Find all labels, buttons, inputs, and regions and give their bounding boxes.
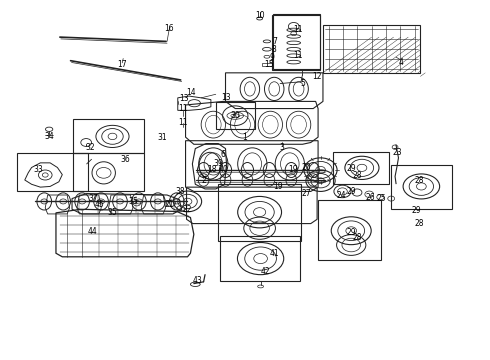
Text: 28: 28 — [415, 219, 424, 228]
Text: 5: 5 — [300, 79, 305, 88]
Text: 18: 18 — [207, 165, 217, 174]
Text: 29: 29 — [346, 228, 356, 237]
Text: 22: 22 — [183, 205, 192, 214]
Bar — [391, 165, 452, 209]
Text: 25: 25 — [377, 194, 386, 203]
Text: 32: 32 — [85, 143, 95, 152]
Text: 28: 28 — [352, 171, 362, 180]
Text: 8: 8 — [272, 45, 277, 54]
Bar — [220, 236, 300, 281]
Text: 42: 42 — [261, 267, 270, 276]
Text: 45: 45 — [95, 200, 105, 209]
Text: 11: 11 — [293, 26, 302, 35]
Bar — [318, 200, 381, 260]
Text: 31: 31 — [157, 133, 167, 142]
Text: 35: 35 — [108, 208, 117, 217]
Bar — [262, 63, 272, 66]
Text: 27: 27 — [301, 189, 311, 198]
Text: 12: 12 — [312, 72, 322, 81]
Text: 30: 30 — [230, 111, 240, 120]
Text: 9: 9 — [270, 53, 275, 62]
Text: 33: 33 — [33, 165, 43, 174]
Bar — [323, 24, 420, 73]
Text: 2: 2 — [201, 176, 206, 185]
Bar — [74, 153, 144, 191]
Text: 20: 20 — [301, 163, 311, 172]
Text: 29: 29 — [346, 164, 356, 173]
Text: 7: 7 — [273, 37, 278, 46]
Bar — [273, 14, 319, 69]
Text: 39: 39 — [213, 159, 223, 168]
Text: 3: 3 — [279, 143, 284, 152]
Text: 11: 11 — [178, 118, 187, 127]
Bar — [218, 184, 301, 241]
Text: 37: 37 — [88, 194, 98, 203]
Bar — [74, 119, 144, 153]
Text: 44: 44 — [88, 227, 98, 236]
Bar — [333, 152, 389, 184]
Text: 14: 14 — [187, 88, 196, 97]
Text: 1: 1 — [243, 132, 247, 141]
Text: 29: 29 — [412, 206, 421, 215]
Text: 11: 11 — [178, 104, 187, 113]
Text: 6: 6 — [220, 150, 225, 159]
Text: 28: 28 — [352, 233, 362, 242]
Text: 24: 24 — [337, 190, 346, 199]
Text: 36: 36 — [121, 155, 130, 164]
Text: 19: 19 — [288, 165, 297, 174]
Text: 13: 13 — [221, 93, 231, 102]
Text: 28: 28 — [415, 176, 424, 185]
Text: 34: 34 — [44, 132, 54, 141]
Text: 13: 13 — [179, 94, 189, 103]
Text: 15: 15 — [265, 60, 274, 69]
Text: 41: 41 — [270, 249, 279, 258]
Bar — [17, 153, 88, 191]
Text: 29: 29 — [346, 187, 356, 196]
Text: 26: 26 — [366, 193, 375, 202]
Text: 11: 11 — [293, 51, 302, 60]
Bar — [272, 15, 319, 70]
Text: 16: 16 — [165, 24, 174, 33]
Text: 19: 19 — [273, 182, 283, 191]
Text: 10: 10 — [255, 11, 265, 20]
Text: 40: 40 — [218, 165, 228, 174]
Text: 21: 21 — [165, 200, 174, 209]
Text: 4: 4 — [398, 58, 403, 67]
Text: 17: 17 — [118, 60, 127, 69]
Text: 23: 23 — [392, 148, 402, 157]
Text: 35: 35 — [128, 197, 138, 206]
Bar — [216, 103, 255, 129]
Text: 43: 43 — [193, 276, 202, 285]
Text: 38: 38 — [176, 187, 186, 196]
